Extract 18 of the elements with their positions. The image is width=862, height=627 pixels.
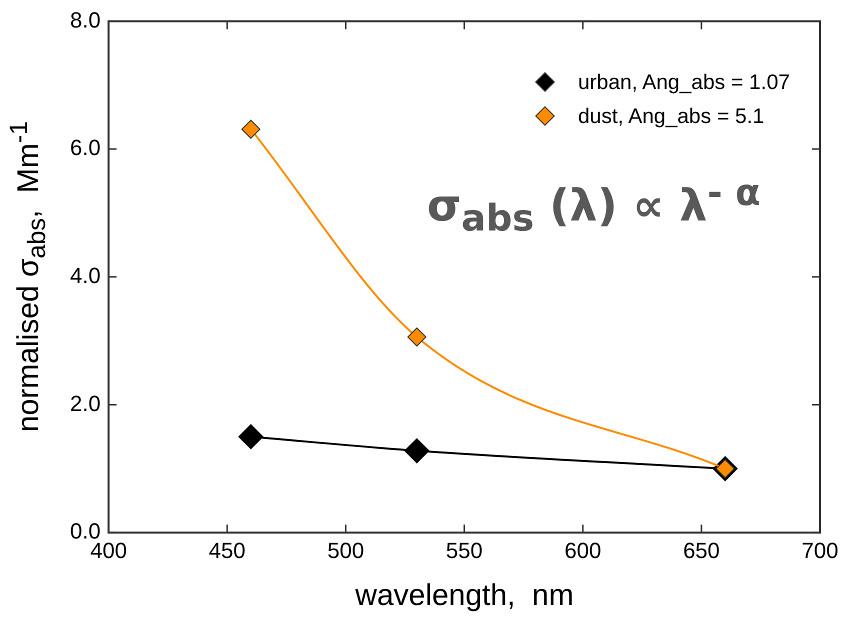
x-tick-label: 600 — [564, 538, 602, 563]
legend-label: urban, Ang_abs = 1.07 — [578, 71, 790, 94]
y-tick-label: 6.0 — [70, 135, 101, 160]
x-tick-label: 450 — [208, 538, 246, 563]
x-tick-label: 650 — [683, 538, 720, 563]
x-tick-label: 550 — [446, 538, 483, 563]
point — [238, 424, 264, 450]
x-tick-label: 500 — [327, 538, 364, 563]
y-tick-label: 2.0 — [70, 390, 101, 416]
y-tick-label: 8.0 — [70, 7, 101, 32]
point — [407, 327, 426, 346]
x-tick-label: 700 — [802, 538, 838, 563]
point — [404, 438, 430, 464]
annotation: σ$_{abs}$ (λ) ∝ λ$^{- α}$ — [427, 171, 760, 240]
x-axis-title: wavelength, nm — [355, 579, 574, 613]
point — [241, 120, 260, 139]
y-tick-label: 4.0 — [70, 262, 101, 288]
legend-label: dust, Ang_abs = 5.1 — [578, 105, 764, 128]
